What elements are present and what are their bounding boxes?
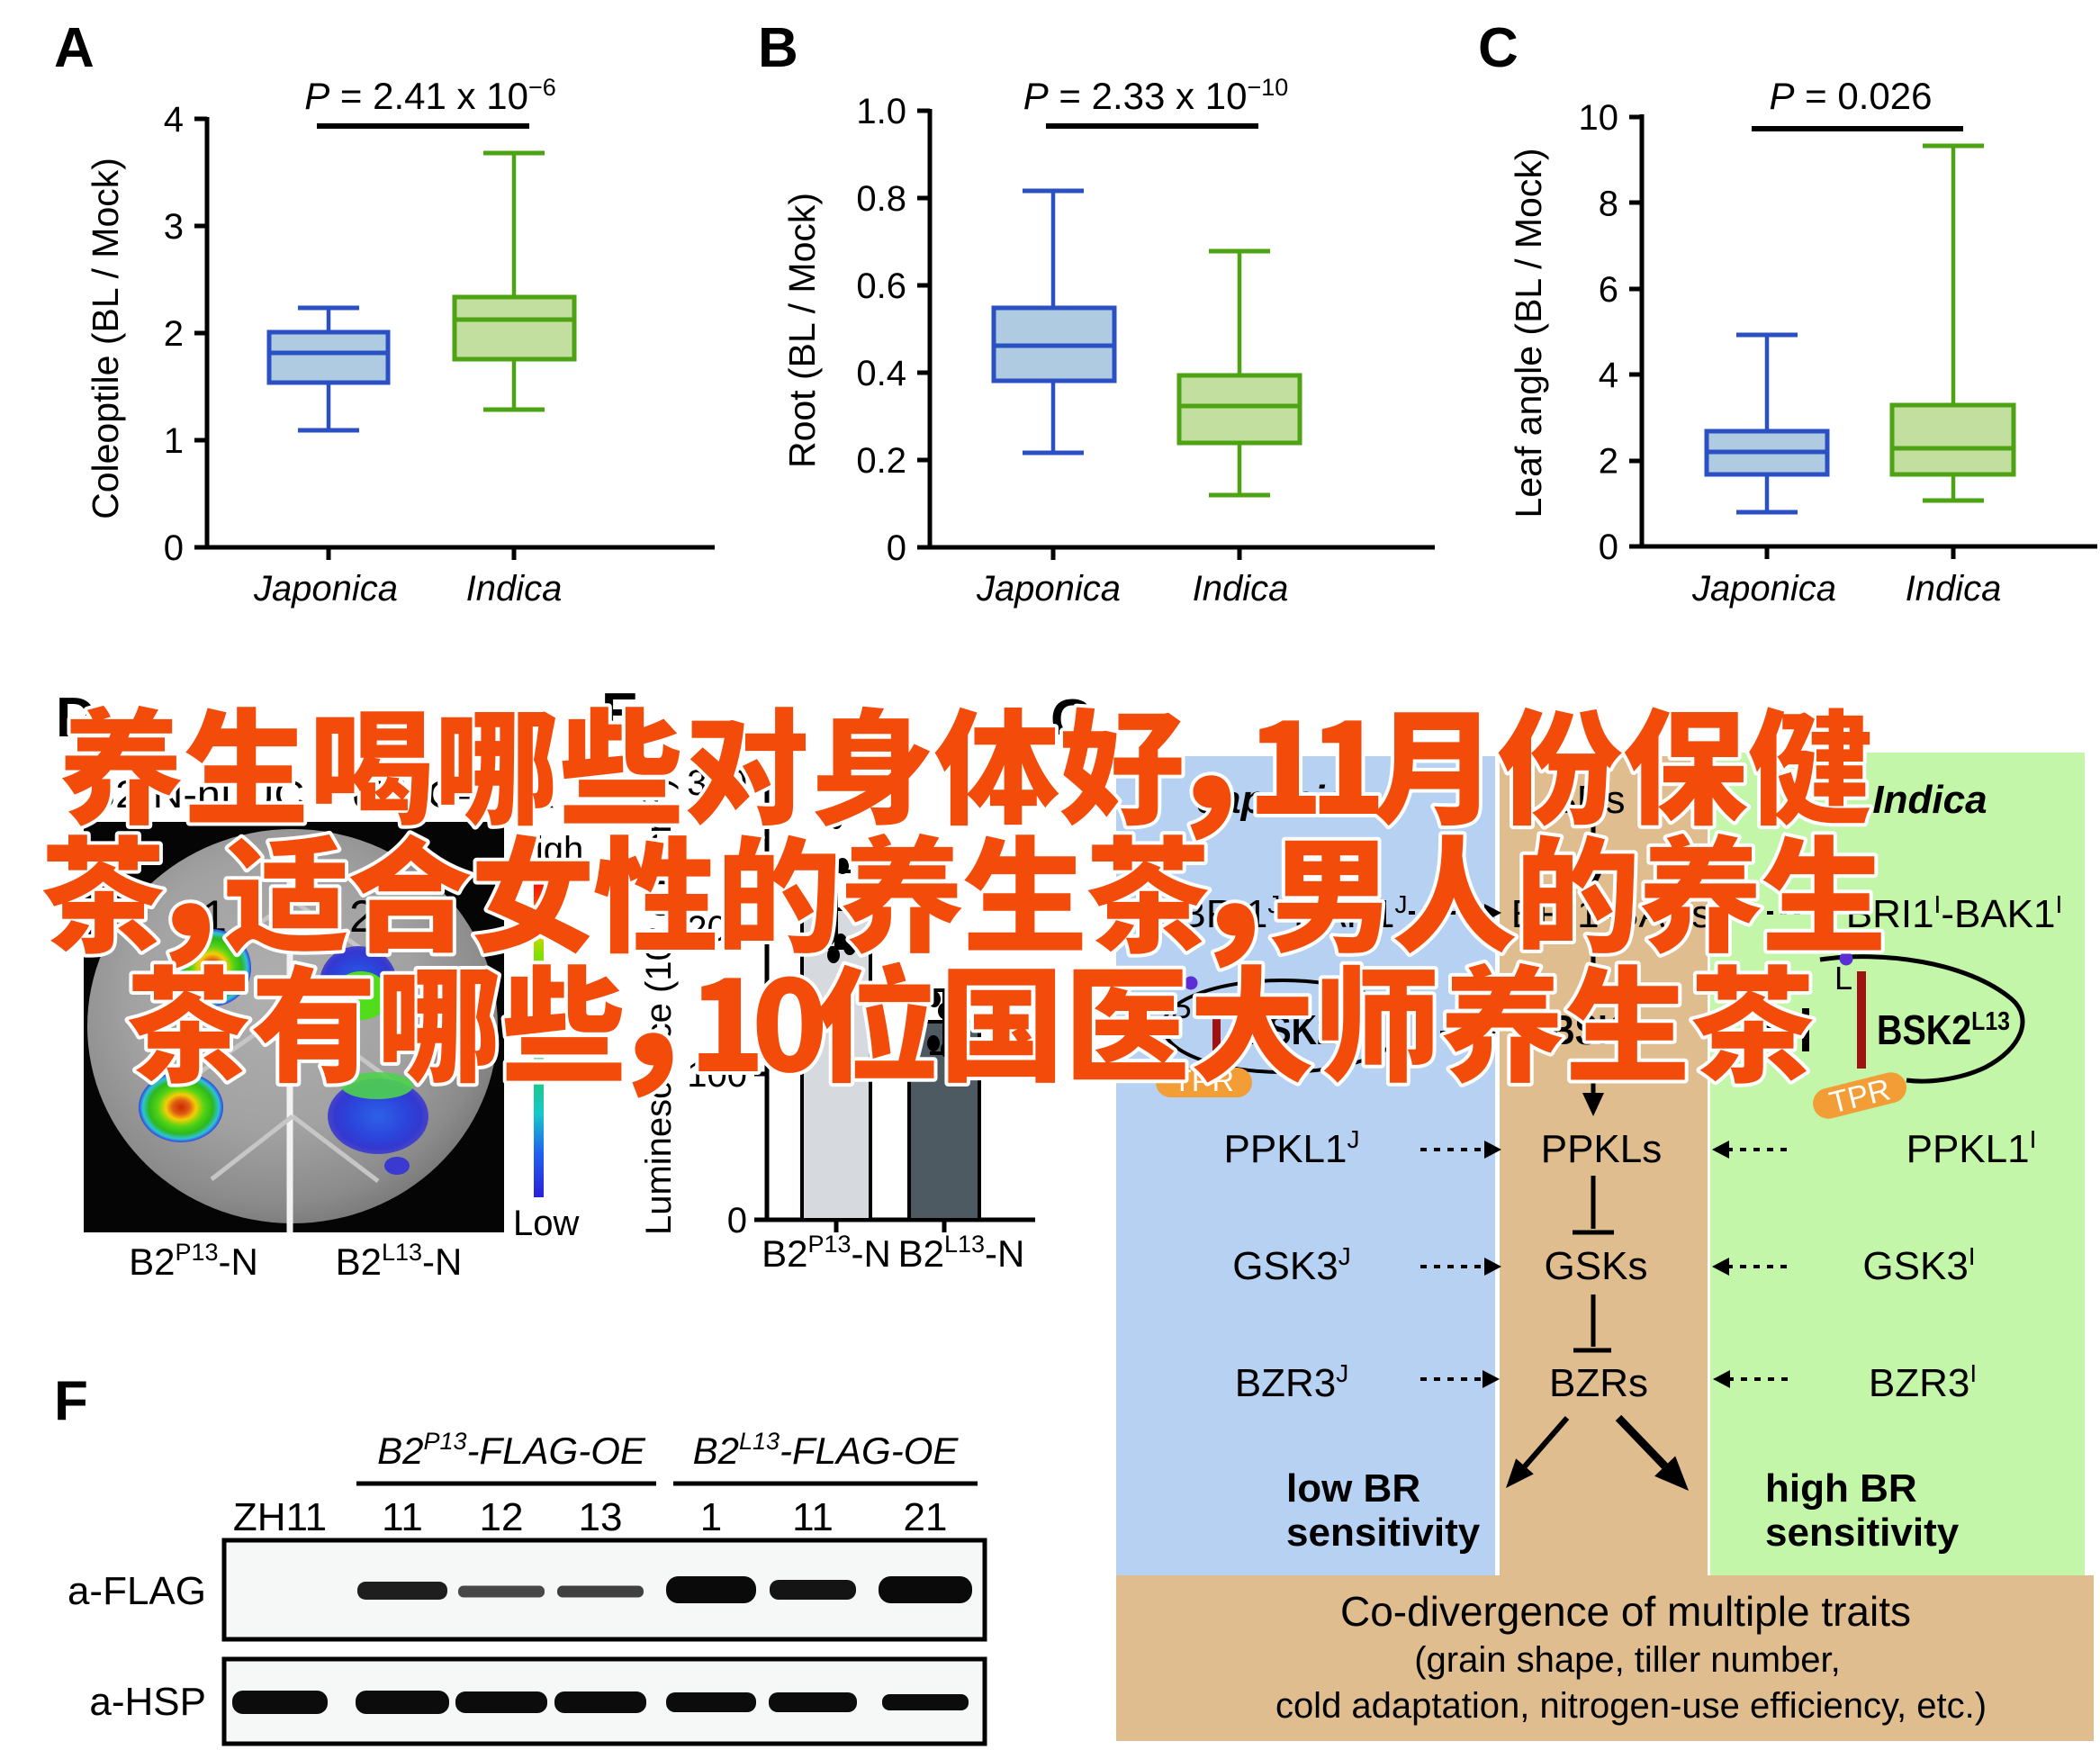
svg-text:GSKs: GSKs xyxy=(1545,1244,1648,1288)
svg-text:Coleoptile (BL / Mock): Coleoptile (BL / Mock) xyxy=(85,158,126,519)
svg-text:Indica: Indica xyxy=(466,569,563,609)
svg-text:a-FLAG: a-FLAG xyxy=(68,1569,206,1613)
svg-text:0: 0 xyxy=(1599,528,1618,567)
svg-text:0.2: 0.2 xyxy=(856,441,906,481)
svg-text:0.8: 0.8 xyxy=(856,179,906,219)
svg-text:10: 10 xyxy=(1579,98,1619,138)
svg-text:Co-divergence of multiple trai: Co-divergence of multiple traits xyxy=(1340,1588,1911,1635)
svg-text:12: 12 xyxy=(480,1495,524,1539)
svg-text:B: B xyxy=(758,17,798,79)
svg-text:sensitivity: sensitivity xyxy=(1765,1511,1960,1555)
svg-text:6: 6 xyxy=(1599,270,1618,310)
svg-text:11: 11 xyxy=(792,1495,834,1539)
svg-text:Low: Low xyxy=(513,1204,579,1243)
svg-text:PPKLs: PPKLs xyxy=(1541,1127,1663,1171)
svg-text:C: C xyxy=(1478,17,1519,79)
svg-text:1: 1 xyxy=(700,1495,722,1539)
svg-text:low BR: low BR xyxy=(1286,1466,1420,1511)
svg-text:1: 1 xyxy=(164,421,184,461)
svg-text:0.4: 0.4 xyxy=(856,354,906,393)
svg-text:A: A xyxy=(54,17,95,79)
svg-text:BZR3J: BZR3J xyxy=(1235,1359,1348,1405)
svg-text:Leaf angle (BL / Mock): Leaf angle (BL / Mock) xyxy=(1508,149,1549,519)
svg-text:3: 3 xyxy=(164,207,184,247)
svg-text:1.0: 1.0 xyxy=(856,92,906,131)
svg-text:B2P13-N: B2P13-N xyxy=(762,1231,891,1275)
svg-text:0: 0 xyxy=(164,528,184,568)
svg-text:21: 21 xyxy=(904,1495,948,1539)
svg-text:Indica: Indica xyxy=(1906,569,2002,609)
svg-text:BRI1I-BAK1I: BRI1I-BAK1I xyxy=(1846,890,2063,936)
svg-text:P = 2.33 x 10−10: P = 2.33 x 10−10 xyxy=(1023,74,1289,117)
svg-text:Indica: Indica xyxy=(1872,778,1987,822)
svg-text:Indica: Indica xyxy=(1193,569,1289,609)
svg-text:Root (BL / Mock): Root (BL / Mock) xyxy=(781,193,823,468)
svg-text:sensitivity: sensitivity xyxy=(1286,1511,1481,1555)
svg-text:8: 8 xyxy=(1599,184,1618,223)
svg-text:a-HSP: a-HSP xyxy=(89,1680,206,1724)
svg-text:GSK3I: GSK3I xyxy=(1862,1242,1975,1288)
svg-text:2: 2 xyxy=(164,314,184,354)
svg-text:Japonica: Japonica xyxy=(1691,569,1836,609)
svg-text:0.6: 0.6 xyxy=(856,266,906,306)
svg-text:F: F xyxy=(54,1370,88,1432)
svg-text:ZH11: ZH11 xyxy=(233,1495,327,1539)
svg-text:cold adaptation, nitrogen-use: cold adaptation, nitrogen-use efficiency… xyxy=(1275,1686,1987,1726)
svg-text:11: 11 xyxy=(382,1495,423,1539)
svg-text:P = 0.026: P = 0.026 xyxy=(1770,75,1933,117)
svg-text:4: 4 xyxy=(164,100,184,140)
svg-text:13: 13 xyxy=(579,1495,623,1539)
svg-text:0: 0 xyxy=(727,1201,747,1240)
svg-text:PPKL1I: PPKL1I xyxy=(1906,1125,2037,1171)
svg-text:GSK3J: GSK3J xyxy=(1232,1242,1350,1288)
svg-text:P = 2.41 x 10−6: P = 2.41 x 10−6 xyxy=(304,74,555,117)
svg-text:BSK2L13: BSK2L13 xyxy=(1877,1006,2010,1053)
svg-text:PPKL1J: PPKL1J xyxy=(1224,1125,1360,1171)
svg-text:Japonica: Japonica xyxy=(976,569,1121,609)
svg-text:B2P13-FLAG-OE: B2P13-FLAG-OE xyxy=(377,1428,646,1472)
svg-text:B2L13-FLAG-OE: B2L13-FLAG-OE xyxy=(693,1428,960,1472)
svg-text:L: L xyxy=(1834,960,1852,997)
svg-text:Japonica: Japonica xyxy=(253,569,398,609)
svg-text:0: 0 xyxy=(887,528,906,568)
svg-text:high BR: high BR xyxy=(1765,1466,1917,1511)
svg-text:2: 2 xyxy=(1599,442,1618,482)
svg-text:BZRs: BZRs xyxy=(1549,1361,1648,1405)
svg-text:(grain shape, tiller number,: (grain shape, tiller number, xyxy=(1414,1640,1841,1680)
svg-text:BZR3I: BZR3I xyxy=(1869,1359,1977,1405)
svg-text:4: 4 xyxy=(1599,356,1618,395)
